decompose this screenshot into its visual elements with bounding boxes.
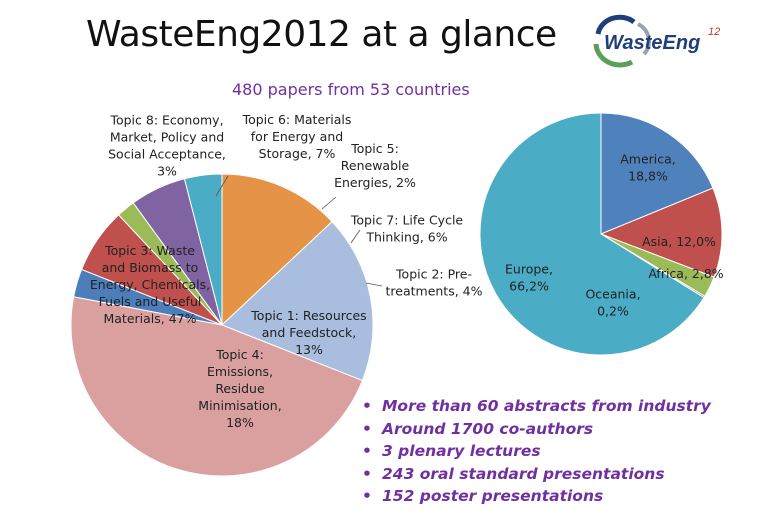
slice-label-line: Asia, 12,0% (642, 234, 716, 249)
bullet-symbol: • (362, 464, 372, 483)
bullet-symbol: • (362, 487, 372, 505)
slice-label-line: Topic 4: (215, 347, 264, 362)
slice-label-line: Europe, (505, 262, 553, 277)
slice-label-line: Fuels and Useful (99, 294, 202, 309)
wasteeng-logo (593, 14, 651, 68)
logo-swoosh-green (593, 43, 634, 68)
highlight-text: Around 1700 co-authors (382, 419, 594, 438)
slice-label: Africa, 2,8% (648, 266, 723, 281)
slice-label-line: Topic 2: Pre- (395, 267, 472, 282)
label-leader-line (321, 196, 337, 210)
slice-label-line: and Biomass to (102, 260, 199, 275)
slice-label-line: Materials, 47% (103, 311, 196, 326)
slice-label-line: Thinking, 6% (365, 230, 447, 245)
pie-slice (599, 187, 723, 278)
highlight-item: • 243 oral standard presentations (362, 463, 711, 486)
slice-label: Topic 1: Resources and Feedstock, 13% (250, 308, 366, 357)
slice-label-line: treatments, 4% (386, 284, 483, 299)
pie-slice (600, 112, 714, 235)
slice-label-line: 18% (226, 415, 254, 430)
slice-label: Topic 6: Materials for Energy and Storage,… (242, 112, 352, 161)
highlight-text: 3 plenary lectures (382, 442, 541, 460)
logo-swoosh-blue (595, 14, 636, 35)
pie-slice (221, 220, 374, 382)
highlight-item: • Around 1700 co-authors (362, 418, 711, 441)
slice-label: Asia, 12,0% (642, 234, 716, 249)
pie-slice (183, 173, 223, 326)
slice-label-line: America, (620, 152, 676, 167)
slice-label-line: 13% (295, 342, 323, 357)
highlight-text: 243 oral standard presentations (382, 464, 665, 483)
slice-label: Europe, 66,2% (505, 262, 553, 294)
slice-label: Topic 4: Emissions, Residue Minimisation, 18… (198, 347, 281, 430)
slice-label: Oceania, 0,2% (585, 287, 640, 319)
slice-label-line: Topic 8: Economy, (109, 113, 223, 128)
slice-label-line: Emissions, (207, 364, 273, 379)
slice-label-line: Minimisation, (198, 398, 281, 413)
bullet-symbol: • (362, 419, 372, 438)
slice-label-line: Energies, 2% (334, 175, 416, 190)
page-title: WasteEng2012 at a glance (86, 14, 557, 55)
slice-label: Topic 8: Economy, Market, Policy and Socia… (108, 113, 226, 179)
slice-label-line: Energy, Chemicals, (90, 277, 210, 292)
slice-label-line: Market, Policy and (110, 130, 224, 145)
logo-text: WasteEng (604, 32, 701, 54)
logo-swoosh-grey (636, 22, 651, 56)
slice-label-line: Africa, 2,8% (648, 266, 723, 281)
slice-label: Topic 7: Life Cycle Thinking, 6% (350, 213, 464, 245)
slice-label: Topic 3: Waste and Biomass to Energy, Chem… (90, 243, 210, 326)
highlight-text: More than 60 abstracts from industry (382, 397, 711, 415)
pie-slice (479, 112, 705, 356)
slice-label-line: Topic 1: Resources (250, 308, 366, 323)
bullet-symbol: • (362, 442, 372, 460)
highlight-item: • More than 60 abstracts from industry (362, 395, 711, 418)
slice-label-line: Topic 7: Life Cycle (350, 213, 464, 228)
slice-label-line: for Energy and (251, 129, 343, 144)
highlight-text: 152 poster presentations (382, 487, 604, 505)
highlight-item: • 152 poster presentations (362, 485, 711, 508)
slice-label-line: Topic 6: Materials (242, 112, 352, 127)
slice-label-line: 3% (157, 164, 177, 179)
slice-label-line: Renewable (341, 158, 410, 173)
slice-label-line: Topic 3: Waste (104, 243, 195, 258)
slice-label: Topic 5: Renewable Energies, 2% (334, 141, 416, 190)
bullet-symbol: • (362, 397, 372, 415)
slice-label-line: 0,2% (597, 304, 629, 319)
slice-label-line: Topic 5: (350, 141, 399, 156)
slice-label-line: 18,8% (628, 169, 668, 184)
pie-slice (70, 296, 364, 477)
regions-pie-chart: America, 18,8% Asia, 12,0% Africa, 2,8% Ocea… (479, 112, 724, 356)
slice-label-line: Social Acceptance, (108, 147, 226, 162)
slice-label-line: Storage, 7% (259, 146, 336, 161)
slice-label-line: 66,2% (509, 279, 549, 294)
slice-label: America, 18,8% (620, 152, 676, 184)
label-leader-line (365, 282, 383, 287)
chart-subtitle: 480 papers from 53 countries (232, 80, 470, 99)
logo-superscript: 12 (708, 26, 721, 38)
slice-label-line: Oceania, (585, 287, 640, 302)
pie-slice (221, 173, 333, 327)
topics-pie-chart: Topic 1: Resources and Feedstock, 13%Topic… (70, 112, 483, 477)
slice-label-line: Residue (215, 381, 265, 396)
label-leader-line (350, 229, 361, 244)
highlight-item: • 3 plenary lectures (362, 440, 711, 463)
label-leader-line (215, 175, 229, 197)
slice-label: Topic 2: Pre-treatments, 4% (386, 267, 483, 299)
highlights-list: • More than 60 abstracts from industry • A… (362, 395, 711, 508)
slice-label-line: and Feedstock, (262, 325, 356, 340)
